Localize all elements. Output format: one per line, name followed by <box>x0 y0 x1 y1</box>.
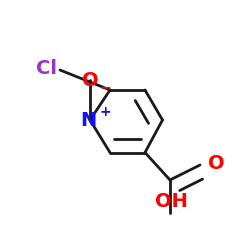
Text: O: O <box>82 70 98 90</box>
Text: O: O <box>208 154 224 173</box>
Text: Cl: Cl <box>36 59 58 78</box>
Text: N: N <box>80 110 97 130</box>
Text: OH: OH <box>155 192 188 211</box>
Text: +: + <box>99 106 111 120</box>
Text: −: − <box>99 80 111 94</box>
